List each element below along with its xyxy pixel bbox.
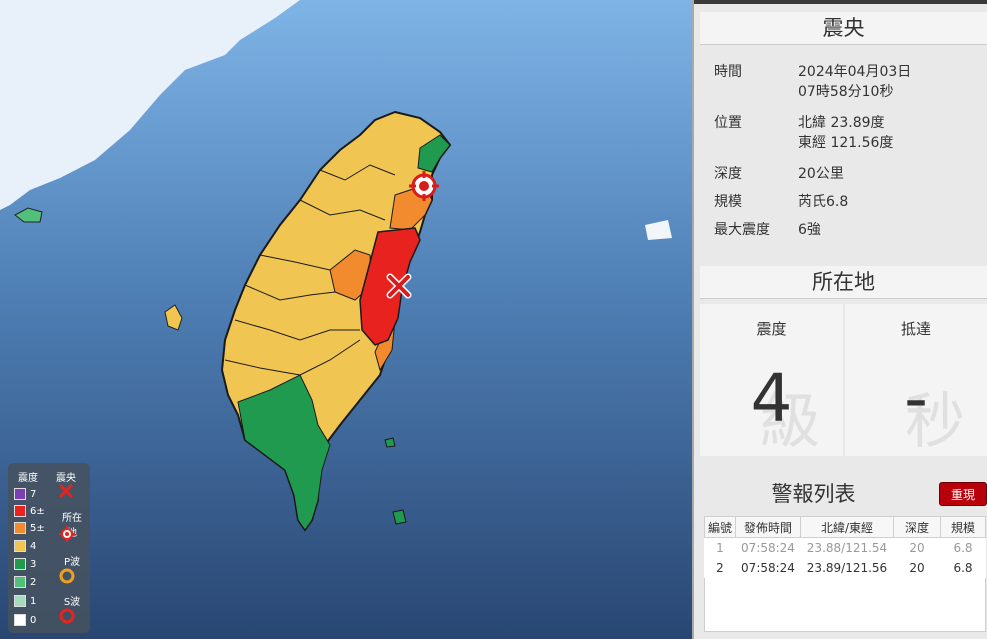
- legend-s-wave-label: S波: [63, 597, 81, 608]
- panel-topbar: [694, 0, 987, 4]
- intensity-box: 級 震度 4: [700, 304, 843, 457]
- yonaguni-island: [645, 220, 672, 240]
- report-table: 編號 發佈時間 北緯/東經 深度 規模 1 07:58:24 23.88/121…: [704, 516, 986, 578]
- intensity-value: 4: [750, 360, 793, 437]
- epicenter-marker[interactable]: [386, 273, 412, 299]
- info-key: 位置: [714, 115, 742, 131]
- green-island: [384, 437, 396, 448]
- cell-coord: 23.88/121.54: [806, 541, 888, 555]
- legend-level-5: 5±: [14, 521, 45, 535]
- legend-s-wave-icon: [58, 607, 86, 625]
- cell-time: 07:58:24: [741, 561, 795, 575]
- mainland-coast: [0, 0, 300, 210]
- location-section-title: 所在地: [700, 266, 987, 299]
- info-value: 芮氏6.8: [798, 194, 849, 210]
- swatch-4: [14, 540, 26, 552]
- intensity-watermark: 級: [760, 387, 820, 457]
- legend-p-wave-label: P波: [63, 557, 81, 568]
- cell-time: 07:58:24: [741, 541, 795, 555]
- col-header-no: 編號: [704, 516, 736, 538]
- cell-mag: 6.8: [953, 561, 973, 575]
- table-row[interactable]: 1 07:58:24 23.88/121.54 20 6.8: [705, 538, 986, 559]
- intensity-map[interactable]: 震度 震央 7 6± 5± 4 3 2 1 0 所在地 P波 S波: [0, 0, 692, 639]
- arrival-value: -: [904, 360, 928, 437]
- swatch-2: [14, 576, 26, 588]
- info-key: 深度: [714, 166, 742, 182]
- legend-level-6: 6±: [14, 504, 45, 518]
- legend-level-3: 3: [14, 557, 36, 571]
- cell-no: 2: [716, 561, 724, 575]
- legend-p-wave-icon: [58, 567, 86, 585]
- swatch-6: [14, 505, 26, 517]
- info-key: 最大震度: [714, 222, 770, 238]
- penghu-islands: [164, 304, 183, 331]
- map-legend: 震度 震央 7 6± 5± 4 3 2 1 0 所在地 P波 S波: [8, 463, 90, 633]
- legend-epicenter-header: 震央: [56, 473, 76, 484]
- kinmen-island: [14, 207, 43, 223]
- county-borders: [224, 164, 396, 376]
- info-key: 規模: [714, 194, 742, 210]
- cell-coord: 23.89/121.56: [806, 561, 888, 575]
- intensity-label: 震度: [756, 320, 787, 338]
- table-row[interactable]: 2 07:58:24 23.89/121.56 20 6.8: [705, 558, 986, 578]
- swatch-0: [14, 614, 26, 626]
- swatch-7: [14, 488, 26, 500]
- cell-mag: 6.8: [953, 541, 973, 555]
- swatch-1: [14, 595, 26, 607]
- col-header-coord: 北緯/東經: [800, 516, 894, 538]
- swatch-5: [14, 522, 26, 534]
- swatch-3: [14, 558, 26, 570]
- arrival-label: 抵達: [900, 320, 931, 338]
- arrival-box: 秒 抵達 -: [845, 304, 987, 457]
- table-header-row: 編號 發佈時間 北緯/東經 深度 規模: [704, 516, 986, 538]
- green-zone-south: [237, 374, 331, 531]
- col-header-mag: 規模: [940, 516, 986, 538]
- reports-section-title: 警報列表: [771, 482, 856, 506]
- col-header-depth: 深度: [893, 516, 941, 538]
- green-zone-north: [417, 134, 451, 173]
- map-canvas: [0, 0, 692, 639]
- info-panel: 震央 時間 2024年04月03日 07時58分10秒 位置 北緯 23.89度東…: [692, 0, 987, 639]
- info-value: 2024年04月03日 07時58分10秒: [798, 64, 912, 100]
- legend-level-1: 1: [14, 594, 36, 608]
- legend-level-2: 2: [14, 575, 36, 589]
- legend-intensity-header: 震度: [18, 473, 38, 484]
- epicenter-section-title: 震央: [700, 12, 987, 45]
- legend-epicenter-icon: [58, 483, 86, 499]
- replay-button[interactable]: 重現: [939, 482, 987, 506]
- location-marker[interactable]: [409, 171, 439, 201]
- legend-level-0: 0: [14, 613, 36, 627]
- cell-depth: 20: [909, 561, 925, 575]
- orchid-island: [392, 509, 407, 525]
- cell-depth: 20: [909, 541, 925, 555]
- info-value: 6強: [798, 222, 821, 238]
- cell-no: 1: [716, 541, 724, 555]
- legend-location-icon: [58, 525, 86, 543]
- info-value: 20公里: [798, 166, 844, 182]
- legend-level-7: 7: [14, 487, 36, 501]
- arrival-watermark: 秒: [905, 387, 965, 457]
- info-value: 北緯 23.89度 東經 121.56度: [798, 115, 894, 151]
- legend-level-4: 4: [14, 539, 36, 553]
- info-key: 時間: [714, 64, 742, 80]
- red-zone: [359, 227, 421, 346]
- col-header-time: 發佈時間: [735, 516, 801, 538]
